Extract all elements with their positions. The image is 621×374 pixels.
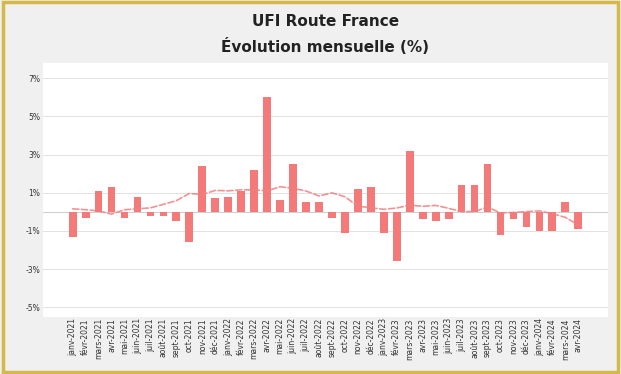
Bar (561, 202, 569, 212)
Title: UFI Route France
Évolution mensuelle (%): UFI Route France Évolution mensuelle (%) (222, 15, 430, 55)
Bar (510, 212, 517, 220)
Bar (94, 191, 102, 212)
Bar (432, 212, 440, 221)
Bar (211, 199, 219, 212)
Bar (574, 212, 582, 229)
Bar (302, 202, 310, 212)
Bar (186, 212, 193, 242)
Bar (522, 212, 530, 227)
Bar (354, 189, 362, 212)
Bar (107, 187, 116, 212)
Bar (289, 164, 297, 212)
Bar (535, 212, 543, 231)
Bar (82, 212, 89, 218)
Bar (458, 185, 466, 212)
Bar (497, 212, 504, 235)
Bar (328, 212, 336, 218)
Bar (341, 212, 349, 233)
Bar (263, 97, 271, 212)
Bar (367, 187, 374, 212)
Bar (380, 212, 388, 233)
Bar (276, 200, 284, 212)
Bar (393, 212, 401, 261)
Bar (224, 197, 232, 212)
Bar (134, 197, 142, 212)
Bar (315, 202, 323, 212)
Bar (69, 212, 76, 237)
Bar (406, 151, 414, 212)
Bar (160, 212, 167, 216)
Bar (548, 212, 556, 231)
Bar (199, 166, 206, 212)
Bar (445, 212, 453, 220)
Bar (237, 191, 245, 212)
Bar (484, 164, 491, 212)
Bar (173, 212, 180, 221)
Bar (471, 185, 478, 212)
Bar (419, 212, 427, 220)
Bar (147, 212, 155, 216)
Bar (250, 170, 258, 212)
Bar (120, 212, 129, 218)
